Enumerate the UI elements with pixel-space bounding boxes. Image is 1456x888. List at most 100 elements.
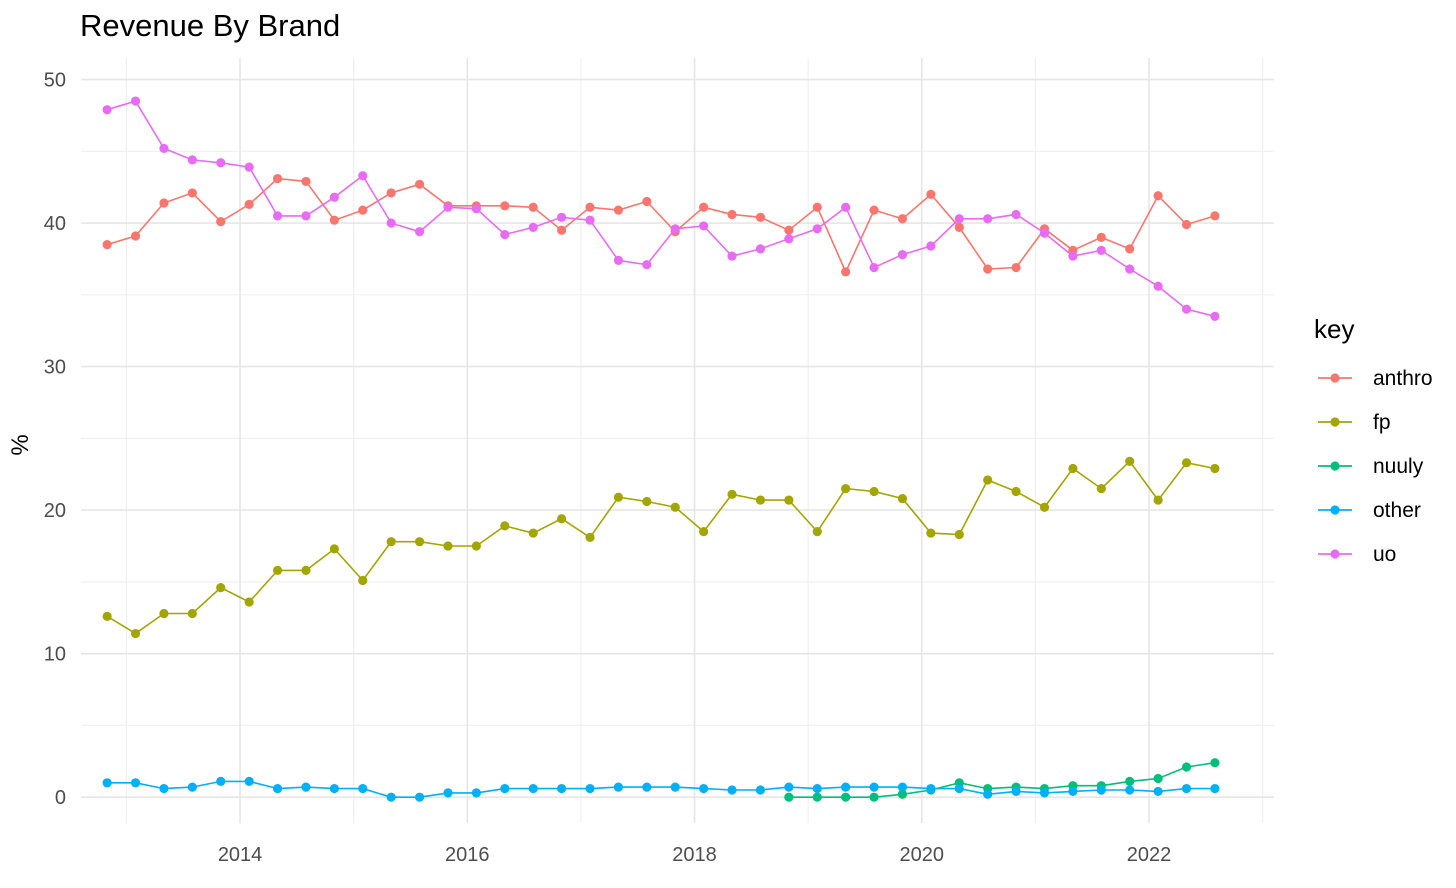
y-axis-tick-labels: 0 10 20 30 40 50 — [44, 70, 66, 810]
data-point-uo — [471, 204, 481, 214]
data-point-other — [159, 783, 169, 794]
data-point-other — [1210, 783, 1220, 794]
data-point-fp — [159, 608, 169, 619]
data-point-uo — [869, 262, 879, 273]
data-point-fp — [841, 483, 851, 494]
data-point-fp — [1096, 483, 1106, 494]
data-point-fp — [613, 492, 624, 502]
data-point-uo — [102, 105, 112, 115]
data-point-anthro — [1011, 262, 1021, 273]
y-tick-label: 50 — [44, 70, 66, 92]
data-point-other — [1096, 785, 1106, 795]
data-point-uo — [272, 211, 283, 221]
data-point-other — [784, 782, 794, 792]
data-point-other — [1068, 786, 1078, 797]
data-point-uo — [159, 143, 169, 154]
series-line-other — [107, 780, 1215, 799]
data-point-other — [1181, 783, 1192, 794]
data-point-other — [301, 782, 311, 792]
data-point-uo — [414, 227, 425, 237]
data-point-other — [1011, 786, 1021, 797]
data-point-anthro — [301, 176, 311, 187]
data-point-other — [869, 782, 879, 792]
series-uo — [102, 96, 1220, 321]
data-point-fp — [329, 544, 339, 554]
data-point-anthro — [727, 209, 737, 220]
series-line-nuuly — [788, 761, 1216, 799]
data-point-uo — [216, 158, 226, 168]
data-point-fp — [585, 532, 595, 542]
data-point-other — [216, 776, 226, 786]
series-line-fp — [106, 460, 1216, 635]
data-point-fp — [1153, 495, 1163, 505]
data-point-uo — [699, 221, 709, 231]
data-point-fp — [954, 529, 964, 540]
data-point-anthro — [784, 225, 794, 235]
legend-label: uo — [1373, 543, 1396, 566]
data-point-other — [727, 785, 737, 795]
legend-key-point — [1330, 549, 1340, 559]
data-point-anthro — [130, 231, 141, 241]
data-point-uo — [358, 171, 368, 181]
data-point-anthro — [159, 198, 169, 208]
data-point-uo — [500, 229, 510, 240]
x-tick-label: 2018 — [672, 844, 717, 866]
data-point-other — [358, 783, 368, 794]
data-point-anthro — [329, 215, 339, 225]
data-point-fp — [187, 608, 197, 619]
data-point-nuuly — [1181, 762, 1192, 772]
series-line-uo — [106, 100, 1216, 318]
y-tick-label: 40 — [44, 213, 66, 235]
data-point-other — [954, 783, 964, 794]
data-point-uo — [642, 260, 652, 270]
data-point-uo — [926, 241, 936, 251]
data-point-uo — [1125, 264, 1135, 274]
data-point-anthro — [954, 222, 964, 232]
data-point-fp — [557, 514, 567, 524]
data-point-anthro — [755, 212, 766, 222]
data-point-anthro — [613, 205, 624, 215]
data-point-uo — [812, 224, 822, 234]
data-point-uo — [1068, 251, 1078, 261]
legend-title: key — [1314, 314, 1354, 344]
series-anthro — [102, 173, 1220, 277]
y-axis-label: % — [7, 434, 34, 455]
data-point-uo — [1039, 228, 1050, 238]
data-point-anthro — [102, 239, 112, 250]
legend-key-point — [1330, 373, 1340, 383]
data-point-uo — [329, 192, 339, 202]
data-point-uo — [130, 96, 141, 106]
data-point-anthro — [1096, 232, 1106, 243]
x-tick-label: 2022 — [1127, 844, 1172, 866]
data-point-nuuly — [897, 789, 908, 799]
data-point-fp — [926, 528, 936, 538]
y-tick-label: 0 — [55, 787, 66, 809]
series-layer — [102, 96, 1220, 802]
data-point-uo — [585, 215, 595, 225]
data-point-uo — [784, 234, 794, 244]
data-point-fp — [983, 475, 993, 485]
data-point-nuuly — [1125, 776, 1135, 786]
data-point-other — [670, 782, 680, 792]
data-point-other — [471, 788, 481, 798]
data-point-other — [1039, 788, 1050, 798]
legend-label: nuuly — [1373, 455, 1424, 478]
data-point-other — [244, 776, 254, 786]
data-point-other — [926, 783, 936, 794]
data-point-uo — [1011, 209, 1021, 220]
data-point-uo — [841, 202, 851, 212]
data-point-other — [500, 783, 510, 794]
x-tick-label: 2014 — [218, 844, 263, 866]
data-point-uo — [727, 251, 737, 261]
data-point-uo — [301, 211, 311, 221]
data-point-anthro — [585, 202, 595, 212]
data-point-anthro — [414, 179, 425, 189]
data-point-other — [812, 783, 822, 794]
legend-key-point — [1330, 417, 1340, 427]
data-point-other — [443, 788, 453, 798]
legend-item-fp: fp — [1318, 411, 1391, 434]
data-point-other — [897, 782, 908, 792]
data-point-fp — [272, 565, 283, 575]
legend-key-point — [1330, 461, 1340, 471]
data-point-nuuly — [1210, 758, 1220, 768]
